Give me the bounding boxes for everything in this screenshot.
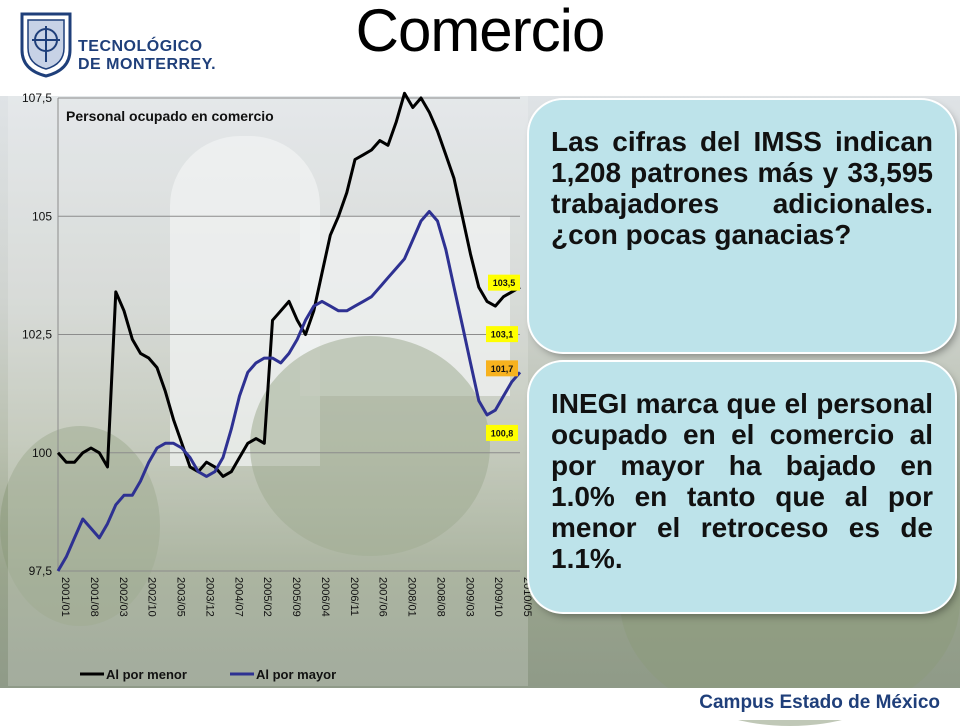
- y-tick-label: 102,5: [22, 328, 52, 342]
- x-tick-label: 2006/04: [319, 577, 331, 617]
- wholesale-min-label: 100,8: [486, 424, 518, 441]
- wholesale-end-label: 101,7: [486, 360, 518, 377]
- tree-shape: [250, 336, 490, 556]
- retail-min-label-box: [486, 326, 518, 343]
- x-tick-label: 2003/05: [175, 577, 187, 617]
- y-tick-label: 97,5: [29, 564, 53, 578]
- series-line-wholesale: [56, 210, 522, 572]
- footer-bar: Campus Estado de México: [0, 688, 960, 720]
- x-tick-label: 2003/12: [203, 577, 215, 617]
- wholesale-min-label-box: [486, 424, 518, 441]
- slide-title: Comercio: [355, 0, 606, 64]
- y-tick-label: 100: [32, 446, 52, 460]
- chart-title: Personal ocupado en comercio: [66, 108, 274, 124]
- x-tick-label: 2006/11: [348, 577, 360, 616]
- legend-label: Al por mayor: [256, 667, 336, 682]
- x-tick-label: 2004/07: [232, 577, 244, 617]
- line-chart: 97,5 100 102,5 105 107,5 2001/01 2001/08 2002/…: [8, 90, 533, 686]
- legend: Al por menor Al por mayor: [80, 667, 336, 682]
- y-tick-label: 107,5: [22, 91, 52, 105]
- seal-icon: [20, 12, 72, 78]
- retail-end-label-box: [488, 274, 520, 291]
- x-tick-label: 2008/01: [406, 577, 418, 617]
- series-lines: [56, 91, 522, 572]
- wholesale-end-label-box: [486, 360, 518, 377]
- tec-logo: TECNOLÓGICO DE MONTERREY.: [12, 8, 222, 82]
- x-tick-labels: 2001/01 2001/08 2002/03 2002/10 2003/05 2003/…: [59, 577, 533, 617]
- x-tick-label: 2002/03: [117, 577, 129, 617]
- logo-text-line2: DE MONTERREY.: [78, 56, 217, 73]
- x-tick-label: 2002/10: [146, 577, 158, 617]
- x-tick-label: 2001/01: [59, 577, 71, 617]
- retail-min-label: 103,1: [486, 326, 518, 343]
- x-tick-label: 2009/10: [492, 577, 504, 617]
- gridlines: [57, 97, 520, 572]
- series-line-retail: [56, 91, 521, 478]
- x-tick-label: 2001/08: [88, 577, 100, 617]
- info-bubble-imss: Las cifras del IMSS indican 1,208 patron…: [529, 100, 955, 352]
- y-tick-label: 105: [32, 209, 52, 223]
- x-tick-label: 2005/02: [261, 577, 273, 617]
- campus-label: Campus Estado de México: [699, 692, 940, 713]
- logo-text-line1: TECNOLÓGICO: [78, 38, 203, 55]
- wholesale-min-label-text: 100,8: [491, 428, 514, 438]
- x-tick-label: 2007/06: [377, 577, 389, 617]
- retail-end-label: 103,5: [488, 274, 520, 291]
- x-tick-label: 2005/09: [290, 577, 302, 617]
- wholesale-end-label-text: 101,7: [491, 364, 514, 374]
- x-tick-label: 2008/08: [434, 577, 446, 617]
- retail-min-label-text: 103,1: [491, 330, 514, 340]
- y-tick-labels: 97,5 100 102,5 105 107,5: [22, 91, 52, 578]
- retail-end-label-text: 103,5: [493, 278, 516, 288]
- legend-label: Al por menor: [106, 667, 187, 682]
- x-tick-label: 2009/03: [463, 577, 475, 617]
- value-labels: 103,5 103,1 101,7 100,8: [486, 274, 520, 441]
- info-bubble-inegi: INEGI marca que el personal ocupado en e…: [529, 362, 955, 612]
- chart-panel: 97,5 100 102,5 105 107,5 2001/01 2001/08 2002/…: [8, 90, 533, 686]
